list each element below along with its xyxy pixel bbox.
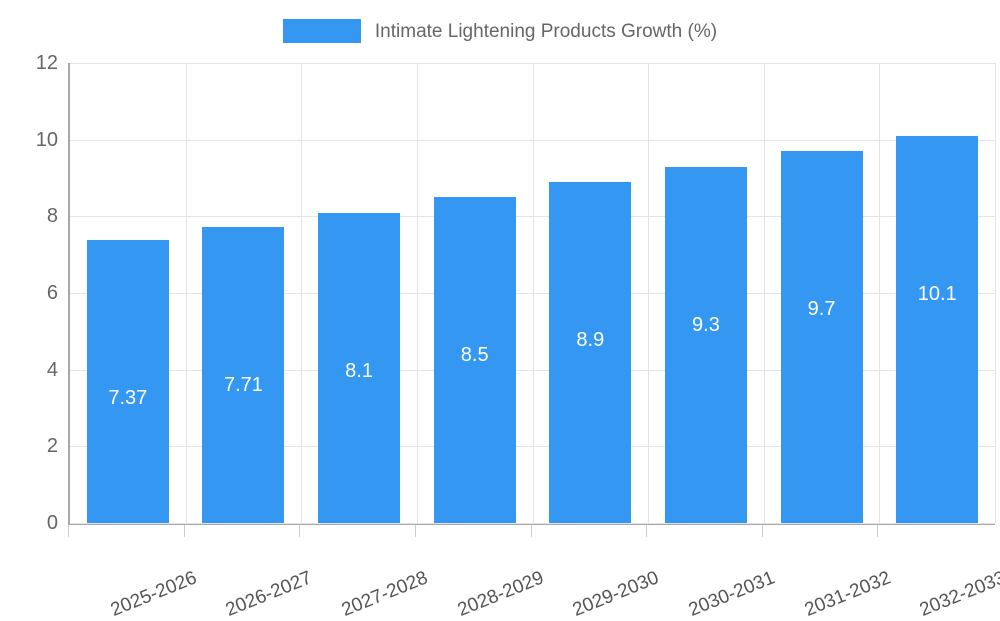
- x-axis-tick-mark: [68, 525, 69, 537]
- x-axis-tick-mark: [877, 525, 878, 537]
- x-axis-tick: 2028-2029: [451, 559, 547, 621]
- x-axis-tick: 2032-2033: [914, 559, 1000, 621]
- bar[interactable]: [86, 240, 169, 523]
- x-axis-tick-mark: [184, 525, 185, 537]
- x-axis-tick-mark: [531, 525, 532, 537]
- x-gridline: [764, 63, 765, 523]
- x-gridline: [995, 63, 996, 523]
- bar[interactable]: [896, 135, 979, 523]
- x-axis-tick-label: 2031-2032: [801, 567, 894, 621]
- y-gridline: [70, 139, 995, 141]
- legend-item-series-1[interactable]: Intimate Lightening Products Growth (%): [282, 19, 718, 43]
- bar-chart: Intimate Lightening Products Growth (%) …: [0, 14, 1000, 621]
- y-gridline: [70, 523, 995, 524]
- x-axis-tick-label: 2027-2028: [338, 567, 431, 621]
- y-axis-tick-label: 8: [46, 205, 58, 228]
- x-axis-tick: 2025-2026: [104, 559, 200, 621]
- x-axis-tick: 2027-2028: [335, 559, 431, 621]
- bar[interactable]: [202, 227, 285, 523]
- x-gridline: [417, 63, 418, 523]
- x-gridline: [186, 63, 187, 523]
- plot-area: 7.37 7.71 8.1 8.5 8.9 9.3 9.7 10.1: [68, 63, 996, 525]
- x-axis-tick-label: 2032-2033: [916, 567, 1000, 621]
- x-axis-tick-mark: [646, 525, 647, 537]
- x-axis-tick-label: 2025-2026: [107, 567, 200, 621]
- legend-color-swatch: [282, 19, 361, 43]
- bar-value-label: 9.7: [807, 298, 836, 321]
- x-axis-tick-mark: [299, 525, 300, 537]
- bar-value-label: 7.37: [108, 387, 148, 410]
- chart-legend: Intimate Lightening Products Growth (%): [0, 14, 1000, 48]
- bar[interactable]: [318, 212, 401, 523]
- x-axis-tick-mark: [415, 525, 416, 537]
- x-gridline: [301, 63, 302, 523]
- x-axis-tick-label: 2028-2029: [454, 567, 547, 621]
- y-axis-tick-label: 10: [35, 128, 58, 151]
- bar-value-label: 8.5: [460, 344, 489, 367]
- x-gridline: [648, 63, 649, 523]
- y-axis-tick-label: 4: [46, 358, 58, 381]
- y-axis-tick-label: 0: [46, 512, 58, 534]
- x-axis-tick-labels: 2025-2026 2026-2027 2027-2028 2028-2029 2029…: [68, 525, 1000, 621]
- bar[interactable]: [433, 197, 516, 523]
- y-gridline: [70, 369, 995, 371]
- x-axis-tick-mark: [762, 525, 763, 537]
- y-axis-tick-label: 12: [35, 52, 58, 74]
- bar-value-label: 8.9: [576, 328, 605, 351]
- x-gridline: [879, 63, 880, 523]
- bar-value-label: 8.1: [345, 359, 373, 382]
- bar-value-label: 9.3: [692, 313, 720, 336]
- x-axis-tick-label: 2030-2031: [685, 567, 778, 621]
- x-axis-tick: 2029-2030: [567, 559, 663, 621]
- x-axis-tick-label: 2026-2027: [223, 567, 316, 621]
- bar-value-label: 10.1: [917, 282, 957, 305]
- bar[interactable]: [664, 166, 747, 523]
- x-axis-tick: 2026-2027: [220, 559, 316, 621]
- bar-value-label: 7.71: [223, 374, 263, 397]
- x-gridline: [533, 63, 534, 523]
- y-axis-tick-label: 6: [46, 282, 58, 304]
- y-axis-tick-label: 2: [46, 435, 58, 458]
- y-gridline: [70, 216, 995, 218]
- x-axis-tick: 2030-2031: [682, 559, 778, 621]
- bar[interactable]: [780, 151, 863, 523]
- bar[interactable]: [549, 181, 632, 523]
- y-gridline: [70, 63, 995, 64]
- y-gridline: [70, 293, 995, 294]
- x-axis-tick: 2031-2032: [798, 559, 894, 621]
- y-gridline: [70, 446, 995, 448]
- legend-label: Intimate Lightening Products Growth (%): [374, 20, 718, 42]
- x-axis-tick-label: 2029-2030: [570, 567, 663, 621]
- y-axis-tick-labels: 0 2 4 6 8 10 12: [0, 53, 58, 533]
